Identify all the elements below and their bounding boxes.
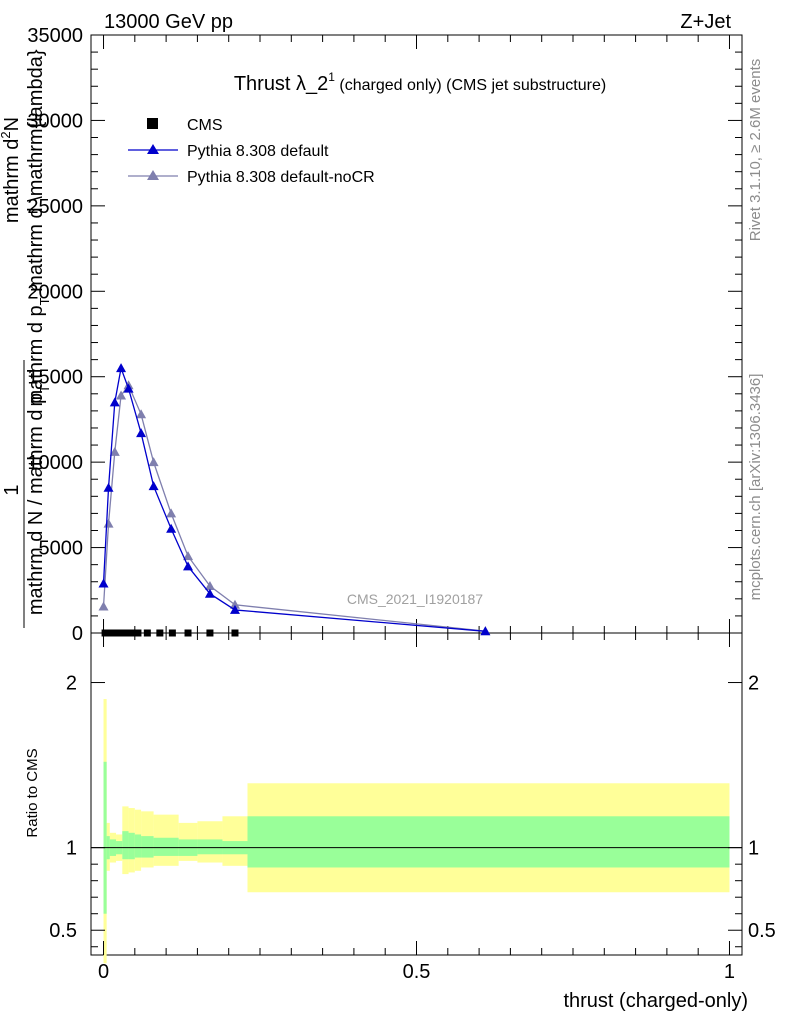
cms-data-point [121, 629, 129, 637]
pythia-default-point [148, 481, 159, 491]
pythia-default-point [229, 604, 240, 614]
ratio-band-inner-0 [103, 761, 107, 914]
rivet-version-label: Rivet 3.1.10, ≥ 2.6M events [747, 59, 764, 242]
ratio-uncertainty-bands [103, 699, 730, 964]
ratio-band-inner-8 [153, 837, 179, 856]
pythia-default-point [183, 561, 194, 571]
pythia-nocr-point [148, 457, 159, 467]
cms-data-point [168, 629, 176, 637]
legend-marker-pythia-default [147, 144, 159, 154]
main-y-axis-label: mathrm d2N mathrm d pT mathrm d \mathrm{… [0, 49, 52, 628]
cms-data-point [156, 629, 164, 637]
y-label-front-denominator: mathrm d N / mathrm d pT [25, 385, 52, 615]
ratio-band-inner-12 [247, 816, 730, 868]
legend: CMS Pythia 8.308 default Pythia 8.308 de… [128, 117, 375, 186]
main-y-tick-label: 0 [72, 623, 83, 645]
pythia-nocr-point [116, 390, 127, 400]
ratio-band-inner-4 [122, 831, 129, 860]
pythia-nocr-point [204, 581, 215, 591]
pythia-default-point [480, 626, 491, 636]
pythia-default-point [103, 482, 114, 492]
legend-label-pythia-nocr: Pythia 8.308 default-noCR [187, 169, 375, 186]
cms-data-point [206, 629, 214, 637]
main-y-tick-label: 30000 [27, 110, 83, 132]
ratio-y-tick-label-right: 1 [748, 838, 759, 860]
header-process-label: Z+Jet [680, 11, 731, 33]
ratio-y-tick-label: 1 [66, 838, 77, 860]
ratio-y-axis-label: Ratio to CMS [24, 748, 41, 837]
pythia-default-point [204, 588, 215, 598]
cms-data-point [184, 629, 192, 637]
x-axis-ticks: 0 0.5 1 [98, 35, 735, 983]
pythia-default-point [136, 428, 147, 438]
main-y-tick-label: 5000 [39, 538, 84, 560]
cms-data-point [143, 629, 151, 637]
ratio-band-inner-5 [128, 832, 135, 860]
pythia-default-point [123, 383, 134, 393]
y-label-numerator: mathrm d2N [0, 117, 23, 223]
ratio-y-tick-label-right: 0.5 [748, 920, 776, 942]
main-y-tick-label: 15000 [27, 367, 83, 389]
x-tick-label: 1 [724, 961, 735, 983]
pythia-nocr-point [136, 409, 147, 419]
pythia-nocr-point [109, 446, 120, 456]
pythia-nocr-point [183, 551, 194, 561]
cms-data-point [134, 629, 142, 637]
mcplots-credit-label: mcplots.cern.ch [arXiv:1306.3436] [747, 374, 764, 601]
main-y-tick-label: 25000 [27, 196, 83, 218]
analysis-watermark: CMS_2021_I1920187 [347, 591, 483, 607]
ratio-band-inner-6 [134, 834, 142, 858]
cms-data-point [115, 629, 123, 637]
y-label-front-numerator: 1 [1, 484, 23, 495]
pythia-default-point [98, 578, 109, 588]
pythia-default-point [166, 523, 177, 533]
x-tick-label: 0 [98, 961, 109, 983]
legend-marker-pythia-nocr [147, 170, 159, 180]
cms-data-point [110, 629, 118, 637]
main-y-axis-ticks: 0 5000 10000 15000 20000 25000 30000 35000 [27, 25, 742, 645]
main-y-tick-label: 35000 [27, 25, 83, 47]
ratio-band-inner-7 [141, 836, 154, 858]
cms-data-point [128, 629, 136, 637]
legend-marker-cms [147, 118, 158, 129]
main-y-tick-label: 10000 [27, 452, 83, 474]
legend-label-pythia-default: Pythia 8.308 default [187, 143, 329, 160]
pythia-default-point [109, 397, 120, 407]
series-cms-data [101, 629, 239, 637]
header-energy-label: 13000 GeV pp [104, 11, 233, 33]
series-pythia-default [98, 363, 491, 636]
x-axis-label: thrust (charged-only) [563, 990, 748, 1012]
pythia-nocr-point [229, 599, 240, 609]
pythia-nocr-point [98, 601, 109, 611]
ratio-y-tick-label: 0.5 [49, 920, 77, 942]
pythia-nocr-point [166, 508, 177, 518]
x-tick-label: 0.5 [403, 961, 431, 983]
pythia-nocr-point [103, 518, 114, 528]
ratio-y-tick-label-right: 2 [748, 673, 759, 695]
pythia-default-point [116, 363, 127, 373]
main-y-tick-label: 20000 [27, 281, 83, 303]
ratio-band-inner-10 [197, 839, 223, 855]
cms-data-point [231, 629, 239, 637]
ratio-y-tick-label: 2 [66, 673, 77, 695]
chart-title: Thrust λ_21 (charged only) (CMS jet subs… [234, 70, 606, 95]
ratio-y-axis-ticks: 0.5 0.5 1 1 2 2 [49, 673, 776, 948]
y-label-denominator: mathrm d pT mathrm d \mathrm{lambda} [25, 49, 52, 406]
legend-label-cms: CMS [187, 117, 223, 134]
